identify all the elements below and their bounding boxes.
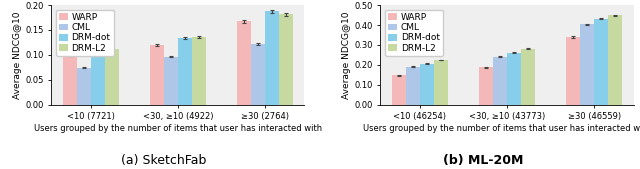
- Bar: [566, 37, 580, 105]
- Text: (a) SketchFab: (a) SketchFab: [120, 154, 206, 167]
- Bar: [493, 56, 507, 105]
- Bar: [77, 68, 91, 105]
- Bar: [104, 49, 118, 105]
- X-axis label: Users grouped by the number of items that user has interacted with: Users grouped by the number of items tha…: [363, 124, 640, 133]
- Bar: [392, 75, 406, 105]
- Bar: [265, 11, 279, 105]
- Bar: [279, 14, 293, 105]
- Bar: [479, 67, 493, 105]
- Bar: [63, 55, 77, 105]
- Bar: [580, 24, 594, 105]
- Bar: [507, 53, 521, 105]
- Bar: [150, 45, 164, 105]
- Y-axis label: Average NDCG@10: Average NDCG@10: [13, 11, 22, 99]
- X-axis label: Users grouped by the number of items that user has interacted with: Users grouped by the number of items tha…: [34, 124, 322, 133]
- Bar: [420, 64, 434, 105]
- Legend: WARP, CML, DRM-dot, DRM-L2: WARP, CML, DRM-dot, DRM-L2: [56, 10, 114, 56]
- Bar: [178, 39, 192, 105]
- Text: (b) ML-20M: (b) ML-20M: [443, 154, 524, 167]
- Bar: [594, 19, 608, 105]
- Bar: [608, 15, 622, 105]
- Bar: [91, 51, 104, 105]
- Bar: [406, 67, 420, 105]
- Bar: [164, 57, 178, 105]
- Bar: [434, 60, 448, 105]
- Bar: [237, 21, 251, 105]
- Y-axis label: Average NDCG@10: Average NDCG@10: [342, 11, 351, 99]
- Bar: [192, 38, 205, 105]
- Bar: [521, 49, 535, 105]
- Legend: WARP, CML, DRM-dot, DRM-L2: WARP, CML, DRM-dot, DRM-L2: [385, 10, 443, 56]
- Bar: [251, 44, 265, 105]
